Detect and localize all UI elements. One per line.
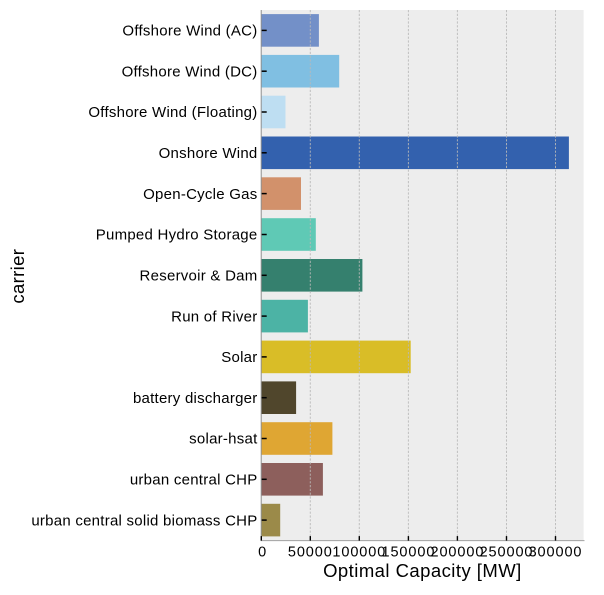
svg-text:Open-Cycle Gas: Open-Cycle Gas	[143, 186, 257, 203]
svg-text:Optimal Capacity [MW]: Optimal Capacity [MW]	[323, 560, 522, 581]
svg-text:150000: 150000	[382, 545, 436, 561]
svg-text:Offshore Wind (AC): Offshore Wind (AC)	[122, 23, 257, 40]
svg-text:Run of River: Run of River	[171, 308, 257, 325]
svg-text:Offshore Wind (DC): Offshore Wind (DC)	[122, 63, 258, 80]
svg-text:Pumped Hydro Storage: Pumped Hydro Storage	[96, 227, 258, 244]
svg-text:urban central solid biomass CH: urban central solid biomass CHP	[31, 512, 257, 529]
svg-text:carrier: carrier	[7, 249, 28, 304]
svg-text:Solar: Solar	[221, 349, 257, 366]
svg-text:200000: 200000	[431, 545, 485, 561]
svg-text:Onshore Wind: Onshore Wind	[159, 145, 258, 162]
svg-text:250000: 250000	[480, 545, 534, 561]
svg-text:50000: 50000	[288, 545, 333, 561]
svg-text:Reservoir & Dam: Reservoir & Dam	[140, 268, 258, 285]
svg-text:0: 0	[258, 545, 267, 561]
svg-text:Offshore Wind (Floating): Offshore Wind (Floating)	[88, 104, 257, 121]
svg-text:battery discharger: battery discharger	[133, 390, 258, 407]
svg-text:100000: 100000	[332, 545, 386, 561]
svg-text:300000: 300000	[529, 545, 583, 561]
svg-text:solar-hsat: solar-hsat	[189, 431, 258, 448]
svg-text:urban central CHP: urban central CHP	[130, 472, 258, 489]
